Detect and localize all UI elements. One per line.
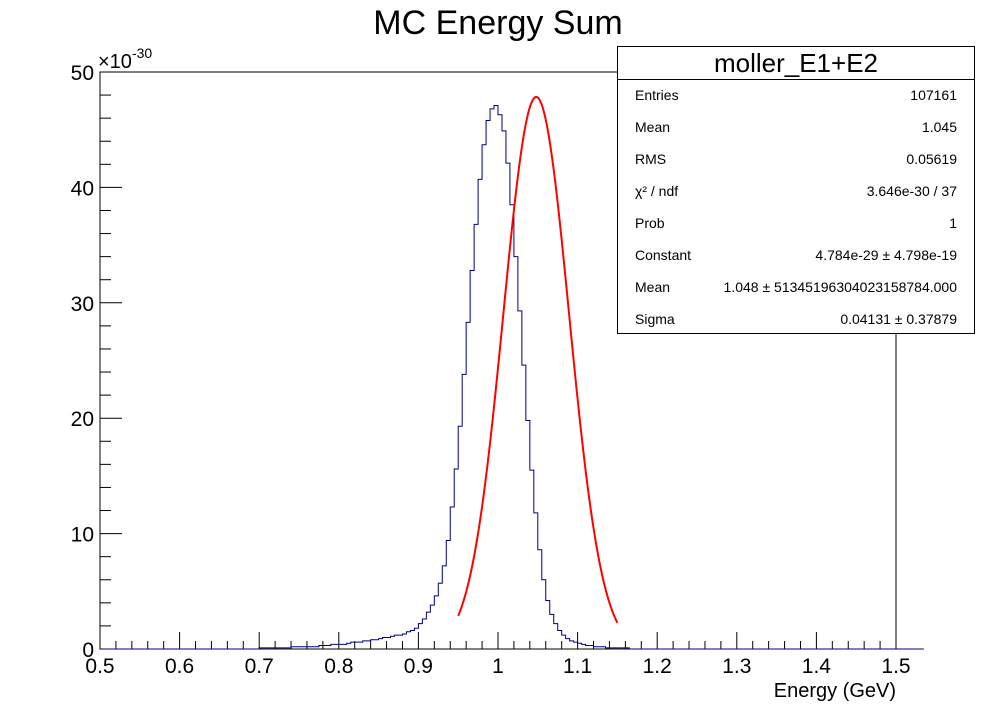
stats-label: Sigma: [635, 311, 675, 327]
stats-value: 3.646e-30 / 37: [866, 183, 957, 199]
y-axis: 0 10 20 30 40 50: [71, 62, 122, 662]
x-tick-label: 1.5: [881, 655, 910, 678]
stats-row-mean: Mean 1.045: [618, 119, 974, 139]
y-tick-label: 30: [71, 293, 94, 316]
stats-value: 1: [949, 215, 957, 231]
stats-value: 1.048 ± 5134519630402315878​4.000: [723, 279, 957, 295]
x-tick-label: 1.3: [722, 655, 751, 678]
stats-row-chi2: χ² / ndf 3.646e-30 / 37: [618, 183, 974, 203]
stats-box: moller_E1+E2 Entries 107161 Mean 1.045 R…: [617, 46, 975, 334]
x-tick-label: 1.1: [563, 655, 592, 678]
y-tick-label: 10: [71, 524, 94, 547]
y-multiplier-label: ×10-30: [98, 45, 152, 73]
stats-row-rms: RMS 0.05619: [618, 151, 974, 171]
x-tick-label: 0.7: [245, 655, 274, 678]
gaussian-fit-curve: [457, 95, 619, 624]
x-tick-label: 0.6: [165, 655, 194, 678]
stats-value: 0.05619: [906, 151, 957, 167]
y-tick-label: 20: [71, 408, 94, 431]
x-tick-label: 1: [492, 655, 504, 678]
x-tick-label: 1.4: [802, 655, 832, 678]
x-tick-label: 1.2: [643, 655, 672, 678]
stats-value: 107161: [910, 87, 957, 103]
stats-label: RMS: [635, 151, 667, 167]
stats-label: Prob: [635, 215, 665, 231]
x-tick-label: 0.9: [404, 655, 433, 678]
stats-row-entries: Entries 107161: [618, 87, 974, 107]
y-tick-label: 0: [82, 639, 94, 662]
stats-value: 4.784e-29 ± 4.798e-19: [815, 247, 957, 263]
stats-label: Mean: [635, 279, 671, 295]
y-tick-label: 50: [71, 62, 94, 85]
stats-row-constant: Constant 4.784e-29 ± 4.798e-19: [618, 247, 974, 267]
stats-value: 0.04131 ± 0.37879: [840, 311, 957, 327]
stats-box-title: moller_E1+E2: [618, 47, 974, 80]
x-tick-label: 0.5: [85, 655, 114, 678]
chart-title: MC Energy Sum: [373, 4, 623, 42]
histogram-series: [100, 104, 924, 650]
stats-label: Constant: [635, 247, 692, 263]
stats-label: χ² / ndf: [635, 183, 679, 199]
x-tick-label: 0.8: [324, 655, 353, 678]
stats-row-sigma: Sigma 0.04131 ± 0.37879: [618, 311, 974, 331]
y-tick-label: 40: [71, 177, 94, 200]
stats-label: Entries: [635, 87, 679, 103]
x-axis-label: Energy (GeV): [774, 680, 896, 702]
stats-label: Mean: [635, 119, 671, 135]
stats-row-prob: Prob 1: [618, 215, 974, 235]
x-axis: 0.5 0.6 0.7 0.8 0.9 1 1.1 1.2 1.3 1.4 1.5: [85, 632, 911, 678]
stats-row-fit-mean: Mean 1.048 ± 5134519630402315878​4.000: [618, 279, 974, 299]
stats-value: 1.045: [921, 119, 957, 135]
